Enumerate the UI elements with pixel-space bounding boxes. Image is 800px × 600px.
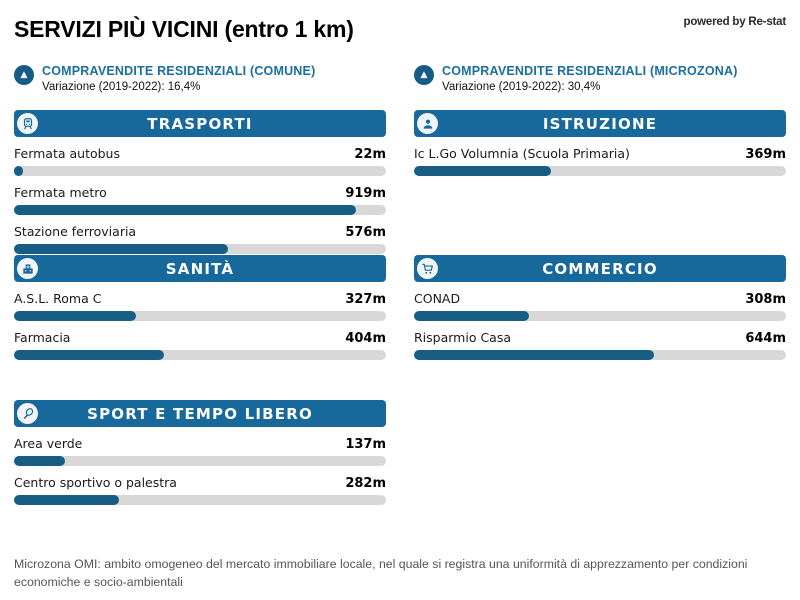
- service-row: Fermata metro 919m: [14, 185, 386, 215]
- section-items: CONAD 308m Risparmio Casa 644m: [414, 291, 786, 360]
- service-section: TRASPORTI Fermata autobus 22m Fermata me…: [14, 110, 386, 255]
- shopping-cart-icon: [417, 258, 438, 279]
- stat-title: COMPRAVENDITE RESIDENZIALI (MICROZONA): [442, 64, 738, 78]
- student-icon: [417, 113, 438, 134]
- distance-bar-fill: [14, 350, 165, 360]
- hospital-icon: [17, 258, 38, 279]
- section-header: TRASPORTI: [14, 110, 386, 137]
- distance-bar-track: [414, 350, 786, 360]
- distance-bar-track: [14, 166, 386, 176]
- service-section: COMMERCIO CONAD 308m Risparmio Casa 644m: [414, 255, 786, 400]
- service-distance: 369m: [745, 147, 786, 162]
- service-distance: 576m: [345, 225, 386, 240]
- service-label: Ic L.Go Volumnia (Scuola Primaria): [414, 146, 630, 161]
- service-label: Fermata autobus: [14, 146, 120, 161]
- service-section: SPORT E TEMPO LIBERO Area verde 137m Cen…: [14, 400, 386, 545]
- service-distance: 404m: [345, 331, 386, 346]
- service-label: Risparmio Casa: [414, 330, 512, 345]
- service-row: A.S.L. Roma C 327m: [14, 291, 386, 321]
- stat-title: COMPRAVENDITE RESIDENZIALI (COMUNE): [42, 64, 316, 78]
- stat-text-block: COMPRAVENDITE RESIDENZIALI (COMUNE) Vari…: [42, 64, 315, 93]
- stat-text-block: COMPRAVENDITE RESIDENZIALI (MICROZONA) V…: [442, 64, 738, 93]
- stat-subtitle: Variazione (2019-2022): 30,4%: [442, 81, 601, 93]
- service-distance: 327m: [345, 292, 386, 307]
- service-label: CONAD: [414, 291, 461, 306]
- top-bar: SERVIZI PIÙ VICINI (entro 1 km) powered …: [14, 12, 786, 43]
- powered-by-label: powered by Re-stat: [683, 16, 787, 28]
- service-row: Centro sportivo o palestra 282m: [14, 475, 386, 505]
- section-title: COMMERCIO: [542, 259, 658, 278]
- stat-microzona: ▲ COMPRAVENDITE RESIDENZIALI (MICROZONA)…: [414, 64, 786, 93]
- distance-bar-fill: [14, 495, 119, 505]
- distance-bar-fill: [414, 166, 552, 176]
- page-title: SERVIZI PIÙ VICINI (entro 1 km): [14, 16, 354, 42]
- tennis-racket-icon: [17, 403, 38, 424]
- sections-grid: TRASPORTI Fermata autobus 22m Fermata me…: [14, 110, 786, 545]
- arrow-up-badge-icon: ▲: [414, 65, 434, 85]
- service-distance: 282m: [345, 476, 386, 491]
- service-row: Area verde 137m: [14, 436, 386, 466]
- service-label: Fermata metro: [14, 185, 107, 200]
- service-row: Ic L.Go Volumnia (Scuola Primaria) 369m: [414, 146, 786, 176]
- section-title: ISTRUZIONE: [542, 114, 658, 133]
- distance-bar-fill: [414, 311, 529, 321]
- section-header: SPORT E TEMPO LIBERO: [14, 400, 386, 427]
- service-section: ISTRUZIONE Ic L.Go Volumnia (Scuola Prim…: [414, 110, 786, 255]
- section-title: TRASPORTI: [147, 114, 253, 133]
- section-items: Ic L.Go Volumnia (Scuola Primaria) 369m: [414, 146, 786, 176]
- distance-bar-fill: [14, 456, 65, 466]
- section-title: SANITÀ: [165, 259, 235, 278]
- market-stats-row: ▲ COMPRAVENDITE RESIDENZIALI (COMUNE) Va…: [14, 64, 786, 93]
- section-items: Area verde 137m Centro sportivo o palest…: [14, 436, 386, 505]
- distance-bar-track: [14, 205, 386, 215]
- distance-bar-track: [14, 456, 386, 466]
- service-label: Area verde: [14, 436, 83, 451]
- distance-bar-fill: [14, 205, 356, 215]
- stat-comune: ▲ COMPRAVENDITE RESIDENZIALI (COMUNE) Va…: [14, 64, 386, 93]
- distance-bar-track: [14, 311, 386, 321]
- distance-bar-fill: [414, 350, 654, 360]
- service-distance: 644m: [745, 331, 786, 346]
- distance-bar-track: [14, 244, 386, 254]
- service-distance: 137m: [345, 437, 386, 452]
- service-row: Risparmio Casa 644m: [414, 330, 786, 360]
- service-row: Fermata autobus 22m: [14, 146, 386, 176]
- distance-bar-track: [14, 350, 386, 360]
- service-row: Stazione ferroviaria 576m: [14, 224, 386, 254]
- distance-bar-track: [414, 311, 786, 321]
- section-items: A.S.L. Roma C 327m Farmacia 404m: [14, 291, 386, 360]
- section-items: Fermata autobus 22m Fermata metro 919m S…: [14, 146, 386, 254]
- stat-subtitle: Variazione (2019-2022): 16,4%: [42, 81, 201, 93]
- service-section: SANITÀ A.S.L. Roma C 327m Farmacia 404m: [14, 255, 386, 400]
- service-row: Farmacia 404m: [14, 330, 386, 360]
- section-header: SANITÀ: [14, 255, 386, 282]
- service-label: A.S.L. Roma C: [14, 291, 102, 306]
- distance-bar-track: [414, 166, 786, 176]
- distance-bar-fill: [14, 166, 23, 176]
- distance-bar-fill: [14, 311, 136, 321]
- service-distance: 22m: [354, 147, 386, 162]
- service-label: Farmacia: [14, 330, 71, 345]
- section-header: ISTRUZIONE: [414, 110, 786, 137]
- service-label: Centro sportivo o palestra: [14, 475, 177, 490]
- service-row: CONAD 308m: [414, 291, 786, 321]
- section-header: COMMERCIO: [414, 255, 786, 282]
- service-label: Stazione ferroviaria: [14, 224, 137, 239]
- footer-note: Microzona OMI: ambito omogeneo del merca…: [14, 557, 748, 589]
- distance-bar-fill: [14, 244, 229, 254]
- arrow-up-badge-icon: ▲: [14, 65, 34, 85]
- section-title: SPORT E TEMPO LIBERO: [87, 404, 313, 423]
- train-icon: [17, 113, 38, 134]
- service-distance: 308m: [745, 292, 786, 307]
- distance-bar-track: [14, 495, 386, 505]
- service-distance: 919m: [345, 186, 386, 201]
